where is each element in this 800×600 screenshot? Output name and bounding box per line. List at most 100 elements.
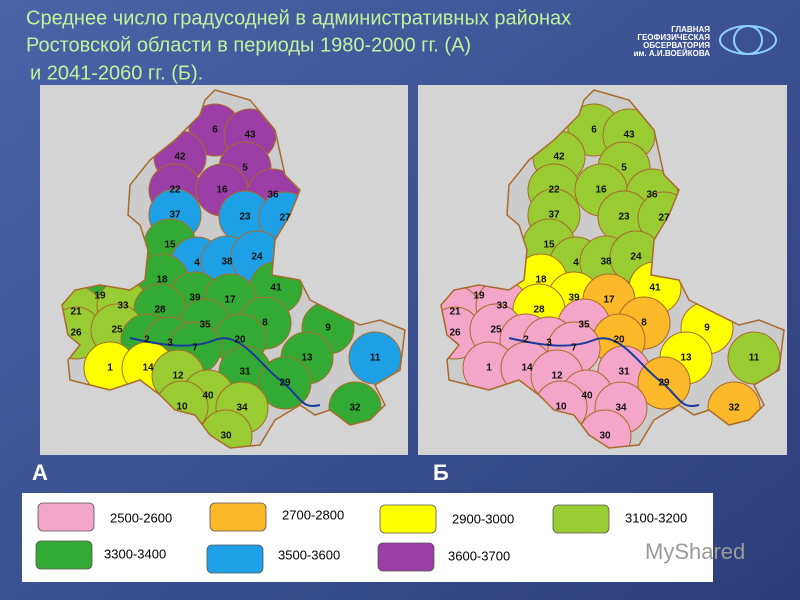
district-label: 29 <box>279 378 291 389</box>
district-label: 10 <box>176 402 188 413</box>
district-label: 36 <box>267 190 279 201</box>
district-label: 22 <box>169 185 181 196</box>
district-label: 38 <box>221 257 233 268</box>
legend-swatch <box>206 544 264 574</box>
legend <box>22 493 713 582</box>
district-label: 26 <box>70 328 82 339</box>
legend-swatch <box>35 540 93 570</box>
legend-label: 3600-3700 <box>448 548 510 563</box>
district-label: 18 <box>535 275 547 286</box>
legend-label: 2500-2600 <box>110 510 172 525</box>
district-label: 19 <box>94 291 106 302</box>
title-line: Среднее число градусодней в администрати… <box>26 7 571 29</box>
district-label: 33 <box>117 301 129 312</box>
district-label: 13 <box>680 353 692 364</box>
district-label: 42 <box>553 152 565 163</box>
district-label: 17 <box>224 295 236 306</box>
district-label: 8 <box>262 318 268 329</box>
legend-label: 3100-3200 <box>625 510 687 525</box>
district-label: 21 <box>70 307 82 318</box>
district-label: 4 <box>194 258 200 269</box>
title-line: Ростовской области в периоды 1980-2000 г… <box>26 34 471 56</box>
district-label: 31 <box>618 367 630 378</box>
logo-text: ГЕОФИЗИЧЕСКАЯ <box>637 33 710 42</box>
district-label: 23 <box>618 212 630 223</box>
district-label: 42 <box>174 152 186 163</box>
district-label: 26 <box>449 328 461 339</box>
district-label: 35 <box>578 320 590 331</box>
district-label: 21 <box>449 307 461 318</box>
district-label: 30 <box>220 431 232 442</box>
legend-swatch <box>379 504 437 534</box>
district-label: 41 <box>649 283 661 294</box>
district-label: 7 <box>192 343 198 354</box>
district-label: 27 <box>279 213 291 224</box>
district-label: 38 <box>600 257 612 268</box>
district-label: 2 <box>144 335 150 346</box>
district-label: 34 <box>615 403 627 414</box>
district-label: 22 <box>548 185 560 196</box>
logo: ГЛАВНАЯ ГЕОФИЗИЧЕСКАЯ ОБСЕРВАТОРИЯ им. А… <box>634 25 777 58</box>
region-outline <box>440 89 785 449</box>
district-label: 30 <box>599 431 611 442</box>
district-label: 1 <box>486 363 492 374</box>
district-label: 17 <box>603 295 615 306</box>
legend-swatch <box>37 502 95 532</box>
legend-label: 3500-3600 <box>278 547 340 562</box>
district-label: 25 <box>490 325 502 336</box>
district-label: 39 <box>189 293 201 304</box>
district-label: 37 <box>548 210 560 221</box>
map-label: А <box>32 460 48 485</box>
district-label: 25 <box>111 325 123 336</box>
title-line: и 2041-2060 гг. (Б). <box>30 62 203 84</box>
district-label: 8 <box>641 318 647 329</box>
district-label: 3 <box>546 338 552 349</box>
district-label: 24 <box>630 252 642 263</box>
region-outline <box>61 89 406 449</box>
district-label: 2 <box>523 335 529 346</box>
district-label: 1 <box>107 363 113 374</box>
district-label: 40 <box>581 391 593 402</box>
district-label: 13 <box>301 353 313 364</box>
legend-items: 2500-2600 2700-2800 2900-3000 3100-3200 3300… <box>35 502 687 574</box>
logo-icon <box>733 25 763 55</box>
district-label: 23 <box>239 212 251 223</box>
district-label: 3 <box>167 338 173 349</box>
logo-text: им. А.И.ВОЕЙКОВА <box>634 49 711 58</box>
district-label: 16 <box>216 185 228 196</box>
district-label: 43 <box>623 130 635 141</box>
district-label: 9 <box>325 323 331 334</box>
district-label: 29 <box>658 378 670 389</box>
district-label: 6 <box>591 125 597 136</box>
district-label: 41 <box>270 283 282 294</box>
district-label: 32 <box>728 403 740 414</box>
district-label: 9 <box>704 323 710 334</box>
district-label: 37 <box>169 210 181 221</box>
district-label: 11 <box>749 353 760 364</box>
logo-text: ОБСЕРВАТОРИЯ <box>643 41 710 50</box>
district-label: 5 <box>242 163 248 174</box>
districts <box>441 103 781 448</box>
district-label: 34 <box>236 403 248 414</box>
district-label: 19 <box>473 291 485 302</box>
legend-label: 2700-2800 <box>282 507 344 522</box>
legend-swatch <box>552 504 610 534</box>
district-label: 27 <box>658 213 670 224</box>
map-label: Б <box>433 460 449 485</box>
watermark: MyShared <box>645 539 745 564</box>
district-label: 15 <box>543 240 555 251</box>
district-label: 20 <box>613 335 625 346</box>
district-label: 32 <box>349 403 361 414</box>
legend-swatch <box>209 502 267 532</box>
legend-swatch <box>377 542 435 572</box>
district-label: 28 <box>533 305 545 316</box>
district-label: 40 <box>202 391 214 402</box>
district-label: 18 <box>156 275 168 286</box>
district-label: 24 <box>251 252 263 263</box>
district-label: 33 <box>496 301 508 312</box>
logo-text: ГЛАВНАЯ <box>671 25 710 34</box>
district-label: 14 <box>142 363 154 374</box>
